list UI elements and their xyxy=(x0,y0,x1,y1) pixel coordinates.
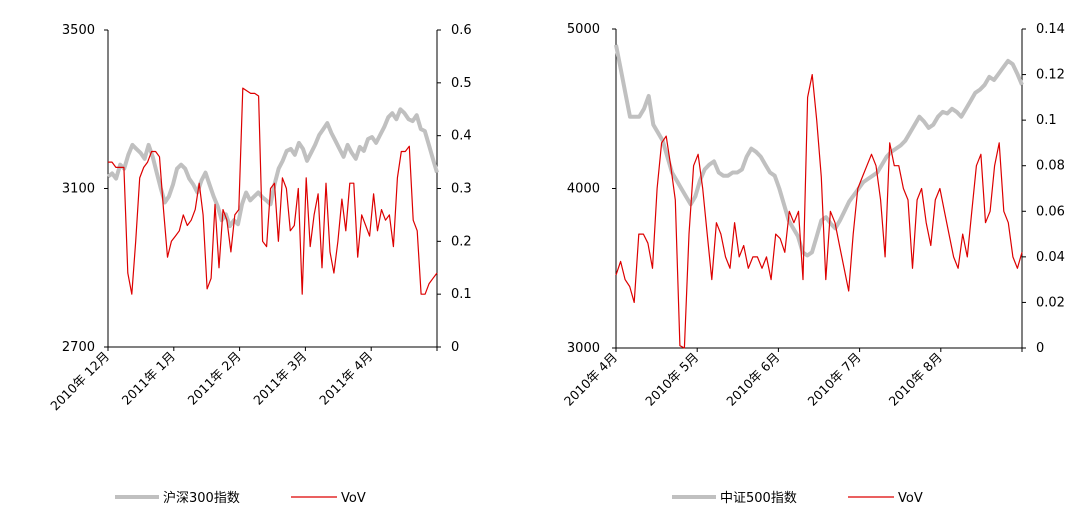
x-tick-label: 2011年 1月 xyxy=(119,349,178,408)
right-tick-label: 0.5 xyxy=(451,76,472,91)
right-tick-label: 0.1 xyxy=(451,287,472,302)
left-tick-label: 3000 xyxy=(567,341,600,356)
left-tick-label: 3100 xyxy=(62,182,95,197)
right-tick-label: 0.14 xyxy=(1036,22,1065,37)
left-tick-label: 3500 xyxy=(62,23,95,38)
right-tick-label: 0.1 xyxy=(1036,113,1057,128)
right-tick-label: 0.08 xyxy=(1036,159,1065,174)
right-tick-label: 0.02 xyxy=(1036,295,1065,310)
right-tick-label: 0 xyxy=(1036,341,1044,356)
right-tick-label: 0.12 xyxy=(1036,68,1065,83)
right-tick-label: 0.4 xyxy=(451,129,472,144)
legend-label-index: 中证500指数 xyxy=(720,491,797,506)
left-tick-label: 4000 xyxy=(567,182,600,197)
x-tick-label: 2010年 4月 xyxy=(561,350,620,409)
left-tick-label: 2700 xyxy=(62,340,95,355)
x-tick-label: 2010年 12月 xyxy=(47,349,112,414)
legend: 中证500指数 VoV xyxy=(672,491,923,506)
x-tick-label: 2010年 5月 xyxy=(642,350,701,409)
chart-hs300: 3500 3100 2700 0.6 0.5 0.4 0.3 0.2 0.1 0 2010年 12月… xyxy=(47,23,471,506)
left-tick-label: 5000 xyxy=(567,22,600,37)
legend-label-vov: VoV xyxy=(341,491,366,506)
right-tick-label: 0.6 xyxy=(451,23,472,38)
legend-label-index: 沪深300指数 xyxy=(163,490,240,506)
right-tick-label: 0 xyxy=(451,340,459,355)
series-line-vov xyxy=(615,73,1023,349)
x-tick-label: 2011年 3月 xyxy=(250,349,309,408)
x-tick-label: 2011年 4月 xyxy=(316,349,375,408)
series-line-index xyxy=(106,107,439,229)
x-tick-label: 2010年 8月 xyxy=(886,350,945,409)
x-tick-label: 2010年 7月 xyxy=(805,350,864,409)
series-line-index xyxy=(614,44,1024,258)
series-line-vov xyxy=(108,87,438,295)
right-tick-label: 0.2 xyxy=(451,234,472,249)
chart-csi500: 5000 4000 3000 0.14 0.12 0.1 0.08 0.06 0.04 0.02 0… xyxy=(561,22,1065,506)
legend: 沪深300指数 VoV xyxy=(115,490,366,506)
right-tick-label: 0.06 xyxy=(1036,204,1065,219)
x-tick-label: 2011年 2月 xyxy=(185,349,244,408)
x-tick-label: 2010年 6月 xyxy=(723,350,782,409)
right-tick-label: 0.3 xyxy=(451,182,472,197)
right-tick-label: 0.04 xyxy=(1036,250,1065,265)
legend-label-vov: VoV xyxy=(898,491,923,506)
